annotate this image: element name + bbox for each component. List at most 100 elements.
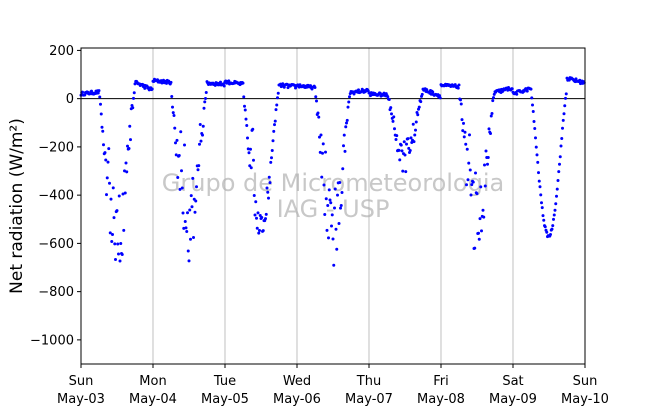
data-point bbox=[466, 178, 470, 182]
data-point bbox=[531, 109, 535, 113]
data-point bbox=[132, 96, 135, 100]
data-point bbox=[399, 143, 403, 147]
data-point bbox=[183, 219, 187, 223]
data-point bbox=[484, 149, 488, 153]
data-point bbox=[345, 121, 348, 125]
data-point bbox=[537, 179, 541, 183]
data-point bbox=[558, 155, 562, 159]
data-point bbox=[119, 241, 123, 245]
data-point bbox=[101, 129, 105, 133]
data-point bbox=[483, 184, 487, 188]
data-point bbox=[249, 147, 252, 151]
data-point bbox=[264, 212, 268, 216]
data-point bbox=[389, 106, 393, 110]
data-point bbox=[534, 145, 538, 149]
data-point bbox=[561, 126, 564, 130]
data-point bbox=[348, 95, 351, 99]
data-point bbox=[109, 197, 113, 201]
x-tick-date: May-06 bbox=[273, 392, 321, 407]
data-point bbox=[202, 106, 206, 110]
data-point bbox=[121, 192, 125, 196]
data-point bbox=[176, 175, 180, 179]
data-point bbox=[171, 105, 174, 109]
data-points bbox=[79, 76, 586, 267]
data-point bbox=[324, 150, 327, 154]
data-point bbox=[407, 146, 411, 150]
data-point bbox=[273, 119, 277, 123]
data-point bbox=[198, 142, 201, 146]
data-point bbox=[574, 77, 578, 81]
x-tick-date: May-05 bbox=[201, 392, 249, 407]
data-point bbox=[489, 132, 492, 136]
data-point bbox=[323, 212, 327, 216]
y-tick-label: −200 bbox=[38, 140, 74, 155]
data-point bbox=[326, 204, 330, 208]
data-point bbox=[470, 183, 474, 187]
data-point bbox=[471, 180, 475, 184]
data-point bbox=[193, 210, 197, 214]
data-point bbox=[117, 252, 120, 256]
data-point bbox=[330, 224, 333, 228]
data-point bbox=[486, 155, 490, 159]
data-point bbox=[245, 124, 249, 127]
data-point bbox=[177, 154, 181, 158]
data-point bbox=[540, 206, 544, 210]
data-point bbox=[465, 147, 469, 151]
data-point bbox=[331, 237, 335, 241]
y-tick-label: −400 bbox=[38, 189, 74, 204]
data-point bbox=[242, 95, 246, 99]
data-point bbox=[555, 194, 558, 198]
data-point bbox=[219, 80, 222, 84]
data-point bbox=[563, 104, 567, 108]
data-point bbox=[252, 158, 255, 162]
data-point bbox=[338, 181, 342, 185]
data-point bbox=[249, 166, 253, 170]
y-tick-label: 200 bbox=[49, 44, 74, 59]
y-tick-label: −800 bbox=[38, 285, 74, 300]
data-point bbox=[180, 169, 183, 173]
data-point bbox=[357, 88, 360, 92]
data-point bbox=[317, 115, 321, 119]
data-point bbox=[100, 125, 104, 129]
data-point bbox=[261, 229, 265, 233]
data-point bbox=[557, 170, 561, 174]
data-point bbox=[342, 144, 345, 148]
data-point bbox=[133, 82, 137, 86]
data-point bbox=[477, 237, 481, 241]
data-point bbox=[190, 205, 194, 209]
data-point bbox=[150, 87, 154, 91]
data-point bbox=[482, 215, 486, 219]
data-point bbox=[410, 141, 414, 145]
data-point bbox=[531, 103, 534, 107]
data-point bbox=[319, 133, 323, 137]
data-point bbox=[97, 89, 101, 93]
data-point bbox=[541, 214, 545, 218]
data-point bbox=[411, 122, 415, 126]
data-point bbox=[123, 169, 126, 173]
data-point bbox=[129, 138, 132, 142]
watermark-line-1: Grupo de Micrometeorologia bbox=[162, 169, 504, 197]
data-point bbox=[314, 95, 318, 99]
data-point bbox=[341, 167, 345, 171]
data-point bbox=[183, 143, 186, 147]
data-point bbox=[174, 153, 178, 157]
data-point bbox=[412, 140, 416, 144]
data-point bbox=[340, 191, 344, 194]
data-point bbox=[222, 82, 225, 86]
data-point bbox=[81, 90, 84, 94]
vertical-grid bbox=[152, 48, 514, 364]
data-point bbox=[113, 242, 117, 246]
data-point bbox=[425, 88, 429, 92]
data-point bbox=[538, 185, 542, 189]
data-point bbox=[404, 170, 408, 174]
x-tick-date: May-10 bbox=[561, 392, 609, 407]
data-point bbox=[525, 89, 529, 93]
data-point bbox=[392, 115, 396, 119]
data-point bbox=[324, 197, 328, 201]
data-point bbox=[346, 105, 350, 109]
data-point bbox=[320, 175, 324, 179]
data-point bbox=[271, 139, 275, 143]
x-tick-day: Wed bbox=[283, 374, 311, 389]
data-point bbox=[258, 228, 261, 232]
x-tick-date: May-03 bbox=[57, 392, 105, 407]
